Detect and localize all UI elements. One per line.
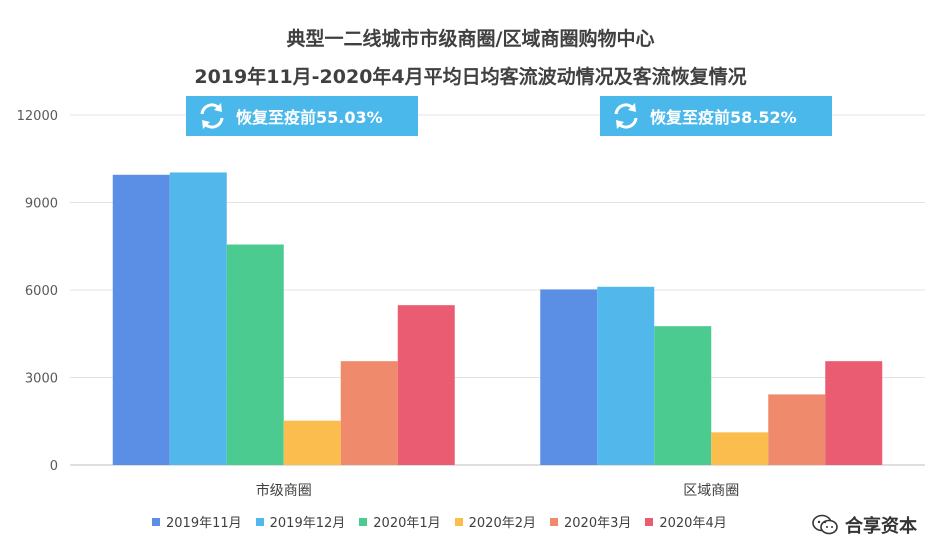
bar xyxy=(283,420,341,465)
bar xyxy=(340,361,398,465)
bar xyxy=(711,432,769,465)
legend-item: 2020年4月 xyxy=(645,512,727,531)
bar xyxy=(169,172,227,466)
recovery-badge-city: 恢复至疫前55.03% xyxy=(186,96,418,136)
legend-label: 2020年3月 xyxy=(564,516,632,531)
legend-item: 2019年11月 xyxy=(152,512,242,531)
y-tick-label: 12000 xyxy=(17,109,58,124)
recovery-text-district: 恢复至疫前58.52% xyxy=(650,108,797,127)
bar xyxy=(768,394,826,465)
recovery-badge-district: 恢复至疫前58.52% xyxy=(600,96,832,136)
legend-item: 2019年12月 xyxy=(255,512,346,531)
bar xyxy=(654,326,712,465)
legend-swatch xyxy=(255,517,264,526)
legend-swatch xyxy=(454,517,463,526)
bar xyxy=(540,289,598,465)
legend-item: 2020年2月 xyxy=(454,512,536,531)
chart-subtitle: 2019年11月-2020年4月平均日均客流波动情况及客流恢复情况 xyxy=(194,66,747,88)
refresh-cycle-icon xyxy=(614,103,638,129)
y-tick-label: 9000 xyxy=(25,197,58,212)
bar xyxy=(397,305,455,465)
refresh-cycle-icon xyxy=(200,103,224,129)
y-tick-label: 0 xyxy=(50,459,58,474)
wechat-icon xyxy=(812,514,838,535)
watermark-text: 合享资本 xyxy=(845,516,917,537)
watermark: 合享资本 xyxy=(811,512,917,538)
recovery-text-city: 恢复至疫前55.03% xyxy=(236,108,383,127)
legend-swatch xyxy=(645,517,654,526)
bar xyxy=(825,361,883,465)
legend-item: 2020年1月 xyxy=(359,512,441,531)
chart-legend: 2019年11月 2019年12月 2020年1月 2020年2月 2020年3月 202… xyxy=(152,512,741,531)
legend-label: 2020年4月 xyxy=(659,516,727,531)
legend-label: 2020年2月 xyxy=(468,516,536,531)
legend-swatch xyxy=(152,517,160,526)
y-tick-label: 6000 xyxy=(25,284,58,299)
legend-swatch xyxy=(359,517,368,526)
y-tick-label: 3000 xyxy=(25,372,58,387)
bar xyxy=(112,174,170,465)
legend-label: 2020年1月 xyxy=(373,516,441,531)
x-tick-label: 区域商圈 xyxy=(683,483,739,499)
legend-label: 2019年11月 xyxy=(166,516,242,531)
bar xyxy=(597,286,655,465)
bar xyxy=(226,244,284,465)
legend-swatch xyxy=(550,517,558,526)
legend-label: 2019年12月 xyxy=(269,516,346,531)
x-tick-label: 市级商圈 xyxy=(256,482,312,499)
chart-title: 典型一二线城市市级商圈/区域商圈购物中心 xyxy=(286,28,655,50)
legend-item: 2020年3月 xyxy=(550,512,631,531)
